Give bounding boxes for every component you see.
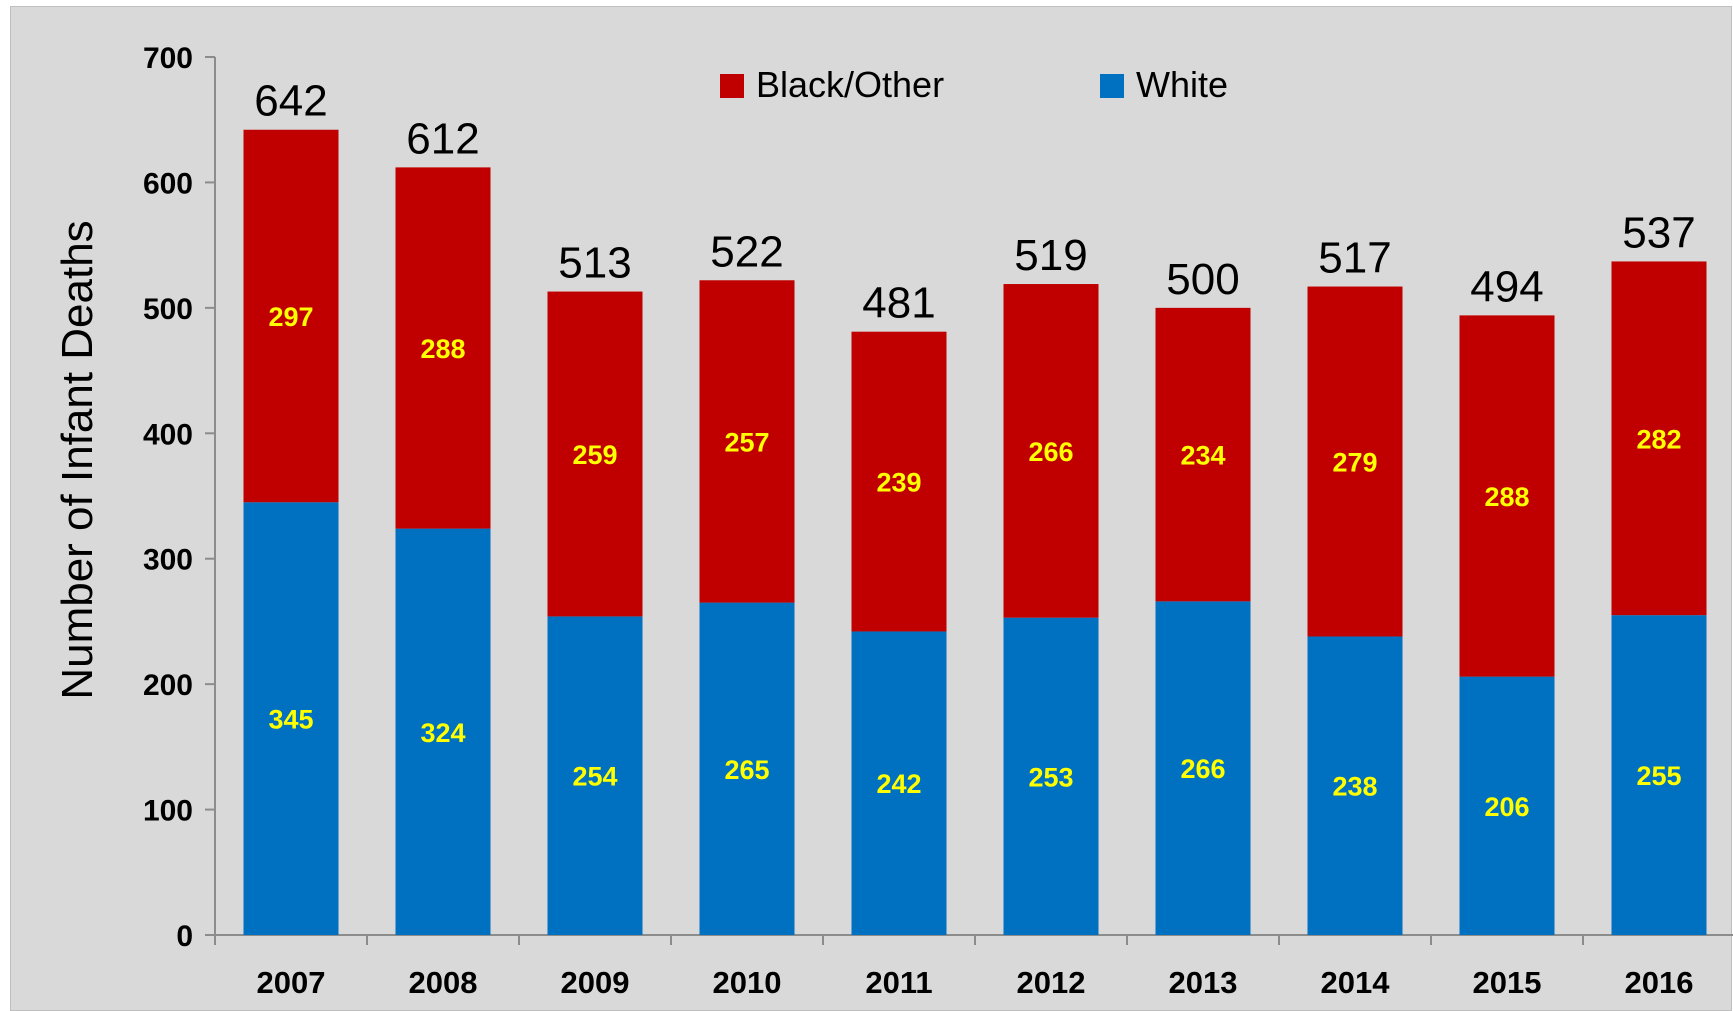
- y-axis-label: Number of Infant Deaths: [53, 220, 102, 699]
- x-tick-label: 2009: [561, 965, 630, 1000]
- bar-white-2013: [1155, 601, 1251, 935]
- data-label-white: 254: [572, 762, 617, 792]
- bar-white-2010: [699, 602, 795, 935]
- x-tick-label: 2011: [865, 965, 932, 1000]
- y-tick-label: 400: [143, 418, 193, 451]
- x-tick-label: 2015: [1473, 965, 1542, 1000]
- bar-black-other-2012: [1003, 284, 1099, 618]
- bar-black-other-2011: [851, 331, 947, 632]
- axes: 0 100 200 300 400 500 600 700 2007 2008 2009 2010 20…: [143, 42, 1733, 1000]
- data-label-black-other: 259: [572, 440, 617, 470]
- total-label: 494: [1470, 262, 1543, 311]
- total-label: 612: [406, 114, 479, 163]
- bar-white-2011: [851, 631, 947, 935]
- data-label-black-other: 288: [420, 334, 465, 364]
- data-label-white: 238: [1332, 772, 1377, 802]
- x-tick-label: 2010: [713, 965, 782, 1000]
- data-label-white: 253: [1028, 762, 1073, 792]
- x-tick-label: 2008: [409, 965, 478, 1000]
- total-label: 522: [710, 227, 783, 276]
- bar-black-other-2008: [395, 167, 491, 529]
- total-label: 481: [862, 279, 935, 328]
- data-label-black-other: 234: [1180, 441, 1225, 471]
- data-label-white: 266: [1180, 754, 1225, 784]
- bar-white-2008: [395, 528, 491, 935]
- x-tick-label: 2016: [1625, 965, 1694, 1000]
- total-label: 517: [1318, 234, 1391, 283]
- y-tick-label: 0: [176, 920, 193, 953]
- total-label: 642: [254, 77, 327, 126]
- data-label-white: 206: [1484, 792, 1529, 822]
- bar-black-other-2015: [1459, 315, 1555, 677]
- bar-white-2007: [243, 502, 339, 935]
- data-label-black-other: 279: [1332, 448, 1377, 478]
- y-tick-label: 200: [143, 669, 193, 702]
- legend-swatch: [720, 74, 744, 98]
- data-label-white: 255: [1636, 761, 1681, 791]
- total-label: 519: [1014, 231, 1087, 280]
- bar-white-2015: [1459, 676, 1555, 935]
- bar-black-other-2013: [1155, 307, 1251, 602]
- x-tick-label: 2013: [1169, 965, 1238, 1000]
- total-label: 500: [1166, 255, 1239, 304]
- data-label-white: 242: [876, 769, 921, 799]
- legend-label: Black/Other: [756, 64, 944, 105]
- x-tick-label: 2012: [1017, 965, 1086, 1000]
- bar-white-2012: [1003, 617, 1099, 935]
- bar-black-other-2014: [1307, 286, 1403, 637]
- bar-black-other-2016: [1611, 261, 1707, 616]
- y-tick-label: 300: [143, 544, 193, 577]
- data-label-black-other: 282: [1636, 424, 1681, 454]
- legend: Black/Other White: [720, 64, 1228, 105]
- bars: [243, 129, 1707, 935]
- y-tick-label: 600: [143, 167, 193, 200]
- bar-white-2016: [1611, 615, 1707, 935]
- y-tick-label: 500: [143, 293, 193, 326]
- total-label: 537: [1622, 208, 1695, 257]
- bar-black-other-2009: [547, 291, 643, 617]
- legend-label: White: [1136, 64, 1228, 105]
- x-tick-label: 2007: [257, 965, 326, 1000]
- bar-black-other-2010: [699, 280, 795, 603]
- bar-white-2009: [547, 616, 643, 935]
- x-tick-label: 2014: [1321, 965, 1391, 1000]
- legend-swatch: [1100, 74, 1124, 98]
- data-label-white: 345: [268, 705, 313, 735]
- data-labels: 345 297 642 324 288 612 254 259 513 265 257 522 242 2…: [254, 77, 1695, 822]
- bar-white-2014: [1307, 636, 1403, 935]
- bar-black-other-2007: [243, 129, 339, 503]
- data-label-white: 324: [420, 718, 465, 748]
- y-tick-label: 700: [143, 42, 193, 75]
- data-label-black-other: 297: [268, 302, 313, 332]
- total-label: 513: [558, 239, 631, 288]
- data-label-black-other: 239: [876, 468, 921, 498]
- data-label-black-other: 288: [1484, 482, 1529, 512]
- data-label-black-other: 266: [1028, 437, 1073, 467]
- data-label-black-other: 257: [724, 427, 769, 457]
- y-tick-label: 100: [143, 795, 193, 828]
- data-label-white: 265: [724, 755, 769, 785]
